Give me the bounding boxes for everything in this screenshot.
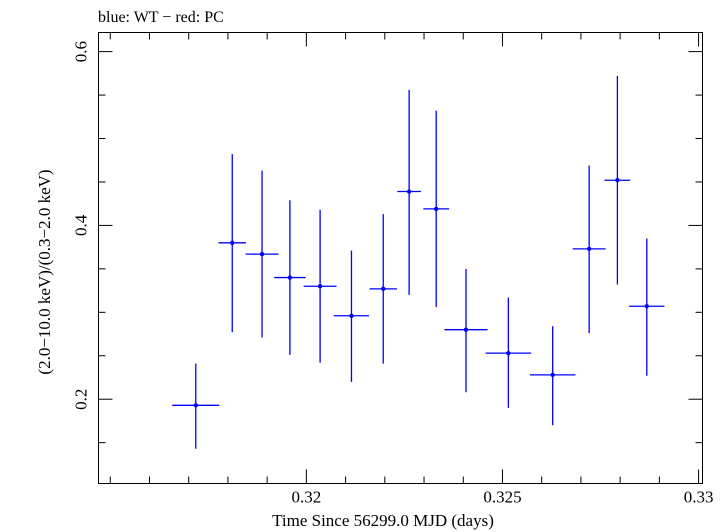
data-point bbox=[369, 214, 397, 364]
tick-group: 0.32 0.325 0.33 0.2 0.4 0.6 bbox=[72, 32, 714, 507]
data-point bbox=[218, 154, 246, 333]
point-marker bbox=[586, 246, 592, 252]
point-marker bbox=[644, 304, 650, 309]
point-marker bbox=[381, 286, 386, 292]
y-axis-label: (2.0−10.0 keV)/(0.3−2.0 keV) bbox=[35, 169, 54, 374]
y-tick-label: 0.2 bbox=[72, 389, 91, 410]
legend-text: blue: WT − red: PC bbox=[98, 9, 224, 26]
data-point bbox=[444, 268, 488, 393]
point-marker bbox=[230, 240, 235, 245]
plot-frame bbox=[98, 32, 703, 484]
data-point bbox=[397, 89, 421, 295]
data-point bbox=[604, 75, 631, 285]
data-point bbox=[333, 250, 370, 382]
data-point bbox=[274, 200, 306, 355]
data-points-group bbox=[172, 75, 665, 449]
point-marker bbox=[433, 206, 439, 212]
x-tick-label: 0.325 bbox=[483, 488, 521, 507]
x-tick-label: 0.33 bbox=[684, 488, 714, 507]
y-tick-label: 0.4 bbox=[72, 214, 91, 236]
point-marker bbox=[287, 275, 293, 280]
x-tick-label: 0.32 bbox=[291, 488, 321, 507]
x-axis-label: Time Since 56299.0 MJD (days) bbox=[272, 511, 494, 530]
data-point bbox=[172, 363, 220, 449]
data-point bbox=[572, 165, 606, 334]
data-point bbox=[303, 209, 337, 363]
data-point bbox=[245, 170, 279, 338]
point-marker bbox=[193, 403, 198, 408]
point-marker bbox=[259, 251, 265, 257]
point-marker bbox=[317, 284, 323, 289]
point-marker bbox=[349, 313, 354, 318]
data-point bbox=[485, 297, 532, 408]
point-marker bbox=[550, 372, 555, 378]
y-tick-label: 0.6 bbox=[72, 41, 91, 62]
point-marker bbox=[615, 178, 620, 183]
data-point bbox=[629, 238, 665, 376]
data-point bbox=[529, 326, 576, 426]
point-marker bbox=[406, 189, 412, 194]
point-marker bbox=[463, 327, 469, 332]
data-point bbox=[423, 110, 450, 308]
point-marker bbox=[506, 350, 511, 356]
